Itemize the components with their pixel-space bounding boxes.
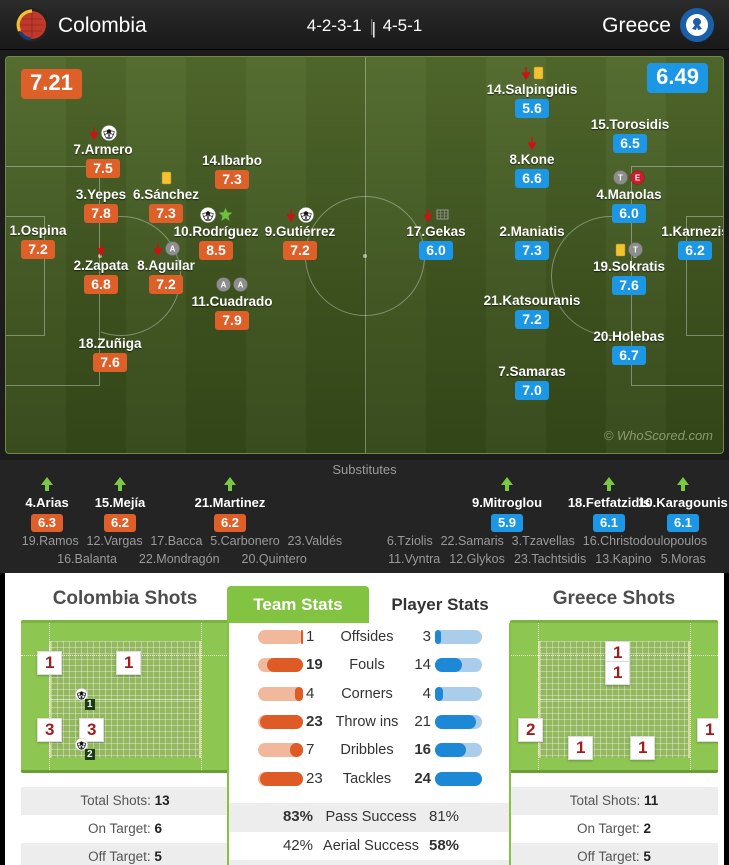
svg-text:T: T — [633, 246, 638, 255]
svg-text:T: T — [618, 174, 623, 183]
svg-text:A: A — [238, 281, 244, 290]
svg-text:E: E — [635, 174, 641, 183]
svg-text:A: A — [221, 281, 227, 290]
